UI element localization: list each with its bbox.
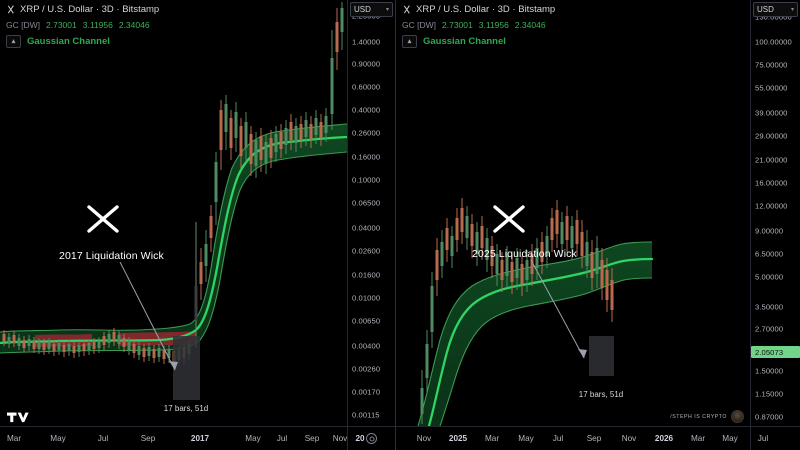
price-tick: 0.00400 [352, 341, 381, 351]
currency-selector-left[interactable]: USD ▾ [350, 2, 393, 17]
candlestick-series [420, 198, 614, 424]
price-tick: 0.01000 [352, 293, 381, 303]
current-price-badge: 2.05073 [751, 346, 800, 358]
price-tick: 75.00000 [755, 60, 788, 70]
price-tick: 12.00000 [755, 201, 788, 211]
chart-panel-left: 2017 Liquidation Wick 17 bars, 51d XRP /… [0, 0, 395, 450]
channel-lower-line [439, 277, 653, 426]
time-tick: Sep [586, 434, 602, 443]
time-tick: 2026 [654, 434, 674, 443]
price-tick: 39.00000 [755, 108, 788, 118]
time-tick: 2025 [448, 434, 468, 443]
price-tick: 0.00260 [352, 364, 381, 374]
price-tick: 100.00000 [755, 37, 792, 47]
creator-watermark: /STEPH IS CRYPTO [670, 410, 744, 423]
time-tick: Jul [97, 434, 109, 443]
price-tick: 0.90000 [352, 59, 381, 69]
price-tick: 55.00000 [755, 83, 788, 93]
time-tick: 2017 [190, 434, 210, 443]
price-tick: 0.00170 [352, 387, 381, 397]
price-scale-left[interactable]: USD ▾ 2.20000 1.40000 0.90000 0.60000 0.… [347, 0, 395, 426]
price-tick: 0.60000 [352, 82, 381, 92]
price-tick: 2.70000 [755, 324, 784, 334]
time-tick: Nov [332, 434, 348, 443]
price-tick: 0.10000 [352, 175, 381, 185]
gaussian-channel-band [418, 242, 652, 426]
price-plot-left [0, 0, 347, 426]
price-plot-right [396, 0, 750, 426]
price-tick: 5.00000 [755, 272, 784, 282]
time-scale-settings-right[interactable] [750, 427, 800, 450]
price-tick: 0.00650 [352, 316, 381, 326]
price-tick: 3.50000 [755, 302, 784, 312]
currency-label: USD [354, 5, 371, 14]
price-scale-right[interactable]: USD ▾ 130.00000 100.00000 75.00000 55.00… [750, 0, 800, 426]
time-scale-left[interactable]: Mar May Jul Sep 2017 May Jul Sep Nov 20 [0, 426, 395, 450]
time-tick: Nov [416, 434, 432, 443]
gaussian-channel-band [0, 124, 347, 353]
price-tick: 130.00000 [755, 12, 792, 22]
time-tick: 20 [355, 434, 365, 443]
price-tick: 0.06500 [352, 198, 381, 208]
price-tick: 0.04000 [352, 223, 381, 233]
time-tick: Mar [484, 434, 500, 443]
price-tick: 6.50000 [755, 249, 784, 259]
price-tick: 1.15000 [755, 389, 784, 399]
time-tick: Nov [621, 434, 637, 443]
price-tick: 1.50000 [755, 366, 784, 376]
price-tick: 0.00115 [352, 410, 380, 420]
price-tick: 0.26000 [352, 128, 381, 138]
time-tick: Jul [757, 434, 769, 443]
time-tick: May [518, 434, 534, 443]
currency-label: USD [757, 5, 774, 14]
time-tick: May [245, 434, 261, 443]
time-tick: Sep [304, 434, 320, 443]
time-tick: Mar [690, 434, 706, 443]
channel-upper-line [0, 123, 347, 333]
price-tick: 0.40000 [352, 105, 381, 115]
price-tick: 1.40000 [352, 37, 381, 47]
clock-icon [366, 433, 377, 444]
channel-midline [427, 257, 654, 426]
time-tick: Jul [276, 434, 288, 443]
plot-area-right[interactable] [396, 0, 750, 426]
price-tick: 29.00000 [755, 131, 788, 141]
time-tick: Jul [552, 434, 564, 443]
price-tick: 0.01600 [352, 270, 381, 280]
time-scale-right[interactable]: Nov 2025 Mar May Jul Sep Nov 2026 Mar Ma… [396, 426, 800, 450]
currency-selector-right[interactable]: USD ▾ [753, 2, 798, 17]
tradingview-logo-icon[interactable] [7, 408, 29, 423]
plot-area-left[interactable] [0, 0, 347, 426]
time-tick: Sep [140, 434, 156, 443]
time-tick: Mar [6, 434, 22, 443]
chevron-down-icon: ▾ [385, 7, 389, 13]
creator-handle: /STEPH IS CRYPTO [670, 413, 727, 420]
time-tick: May [50, 434, 66, 443]
chart-panel-right: 2025 Liquidation Wick 17 bars, 51d XRP /… [395, 0, 800, 450]
price-tick: 16.00000 [755, 178, 788, 188]
time-tick: May [722, 434, 738, 443]
avatar-icon [731, 410, 744, 423]
price-tick: 0.87000 [755, 412, 784, 422]
price-tick: 0.16000 [352, 152, 381, 162]
time-scale-settings-left[interactable] [347, 427, 395, 450]
price-tick: 9.00000 [755, 226, 784, 236]
channel-midline [0, 135, 347, 345]
chevron-down-icon: ▾ [790, 7, 794, 13]
price-tick: 21.00000 [755, 155, 788, 165]
price-tick: 0.02600 [352, 246, 381, 256]
